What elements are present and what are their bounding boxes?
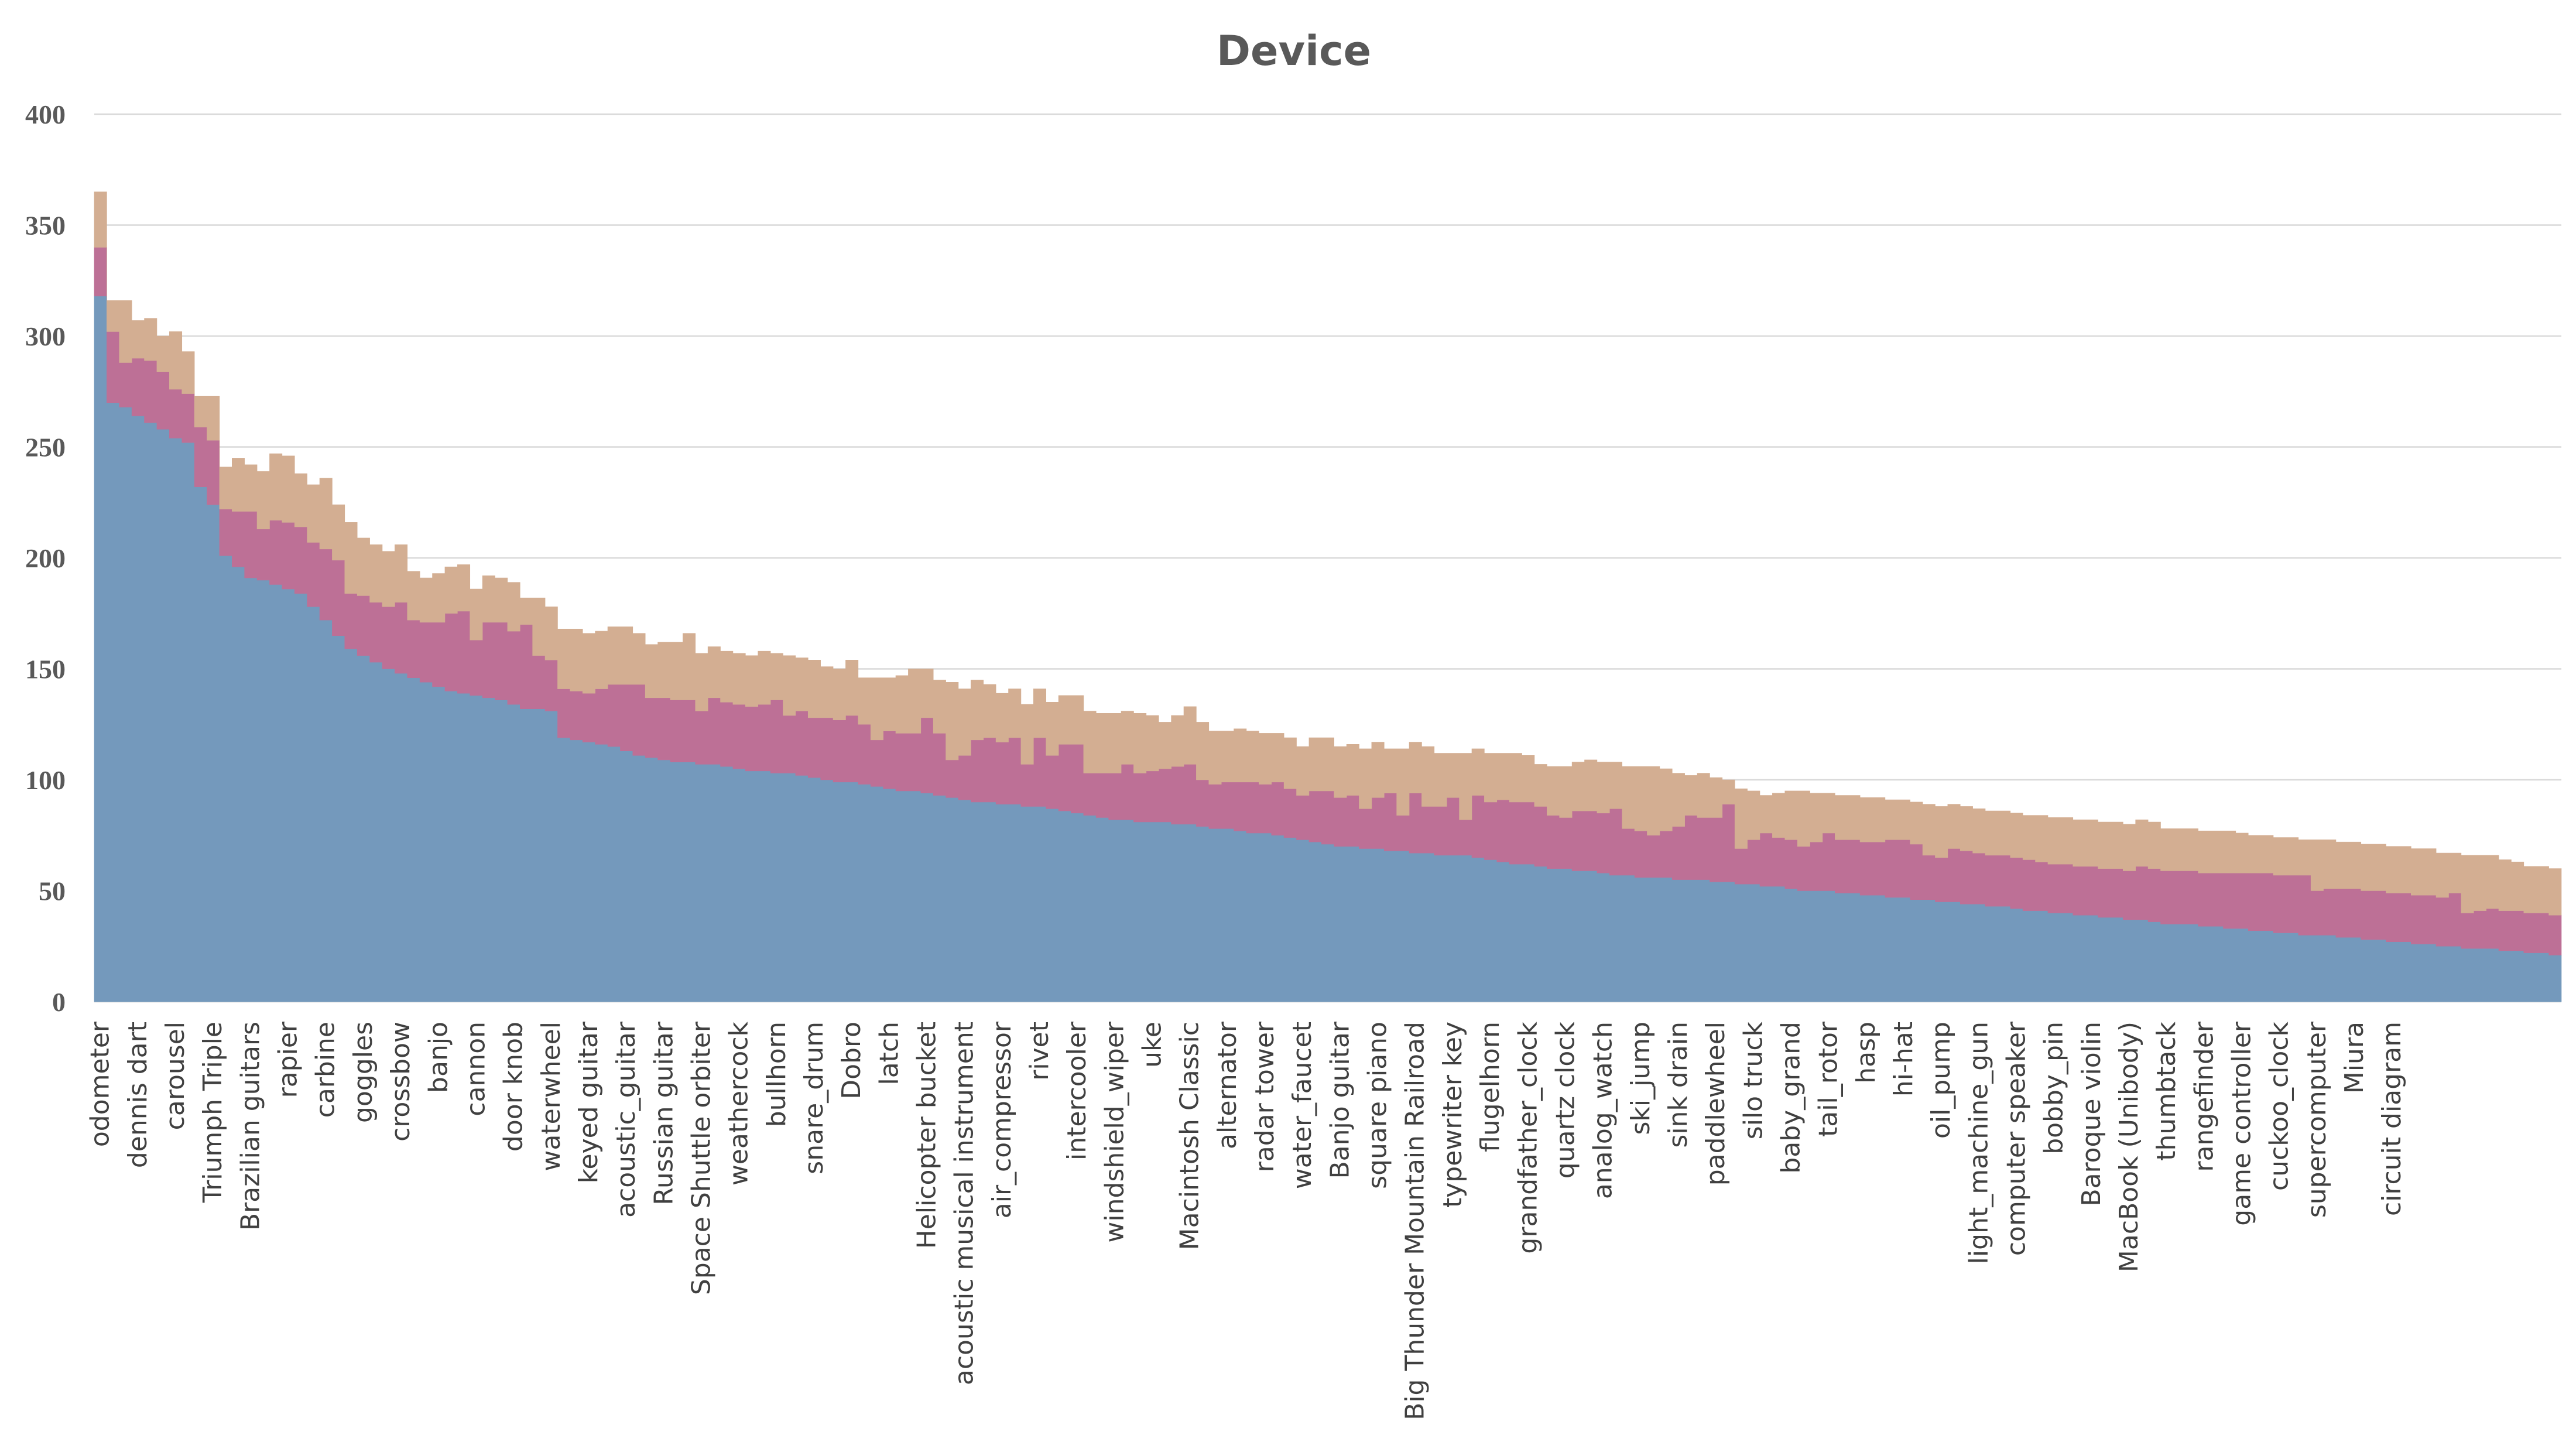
x-tick-label: dennis dart [123, 1022, 153, 1168]
chart-title: Device [1217, 27, 1371, 75]
x-tick-label: radar tower [1250, 1021, 1280, 1172]
x-tick-label: rangefinder [2189, 1021, 2219, 1172]
x-tick-label: Space Shuttle orbiter [686, 1021, 716, 1295]
x-tick-label: tail_rotor [1814, 1021, 1844, 1137]
x-tick-label: Macintosh Classic [1175, 1022, 1205, 1250]
x-tick-label: hasp [1851, 1022, 1881, 1084]
x-tick-label: Baroque violin [2077, 1022, 2106, 1207]
x-tick-label: bullhorn [762, 1022, 792, 1127]
x-axis-ticks: odometer dennis dart carousel Triumph Tripl… [85, 1021, 2407, 1420]
x-tick-label: MacBook (Unibody) [2114, 1022, 2144, 1272]
x-tick-label: computer speaker [2002, 1021, 2032, 1256]
x-tick-label: crossbow [386, 1022, 416, 1142]
x-tick-label: Helicopter bucket [912, 1022, 941, 1249]
y-tick-label: 350 [25, 211, 66, 241]
y-tick-label: 200 [25, 543, 66, 573]
x-tick-label: silo truck [1738, 1021, 1768, 1139]
x-tick-label: cuckoo_clock [2265, 1021, 2294, 1191]
x-tick-label: keyed guitar [574, 1021, 604, 1183]
x-tick-label: banjo [423, 1022, 453, 1093]
x-tick-label: circuit diagram [2377, 1022, 2407, 1216]
x-tick-label: Russian guitar [649, 1021, 679, 1205]
y-axis-ticks: 0 50 100 150 200 250 300 350 400 [25, 100, 66, 1017]
x-tick-label: water_faucet [1287, 1022, 1317, 1189]
area-series-3 [94, 191, 2562, 916]
y-tick-label: 50 [39, 876, 66, 906]
x-tick-label: rapier [273, 1021, 303, 1098]
x-tick-label: game controller [2227, 1021, 2257, 1226]
y-tick-label: 100 [25, 765, 66, 795]
x-tick-label: supercomputer [2302, 1021, 2332, 1218]
x-tick-label: latch [874, 1022, 904, 1085]
x-tick-label: snare_drum [799, 1022, 829, 1174]
x-tick-label: quartz clock [1550, 1021, 1580, 1179]
x-tick-label: door knob [499, 1022, 529, 1152]
x-tick-label: intercooler [1062, 1021, 1092, 1160]
x-tick-label: Brazilian guitars [235, 1022, 265, 1231]
y-tick-label: 400 [25, 100, 66, 129]
x-tick-label: ski_jump [1626, 1022, 1656, 1135]
x-tick-label: odometer [85, 1021, 115, 1147]
x-tick-label: weathercock [724, 1021, 754, 1186]
x-tick-label: light_machine_gun [1964, 1022, 1993, 1264]
x-tick-label: rivet [1025, 1022, 1054, 1081]
x-tick-label: sink drain [1663, 1022, 1693, 1148]
x-tick-label: typewriter key [1438, 1022, 1468, 1208]
x-tick-label: Triumph Triple [198, 1022, 228, 1203]
y-tick-label: 250 [25, 433, 66, 463]
x-tick-label: analog_watch [1588, 1022, 1618, 1199]
x-tick-label: waterwheel [536, 1022, 566, 1171]
x-tick-label: Big Thunder Mountain Railroad [1400, 1022, 1430, 1420]
x-tick-label: acoustic_guitar [611, 1021, 641, 1218]
y-tick-label: 0 [52, 987, 66, 1017]
x-tick-label: windshield_wiper [1099, 1021, 1129, 1242]
x-tick-label: acoustic musical instrument [950, 1022, 979, 1385]
x-tick-label: square piano [1363, 1022, 1393, 1189]
x-tick-label: cannon [461, 1022, 491, 1116]
x-tick-label: Banjo guitar [1325, 1021, 1355, 1179]
x-tick-label: bobby_pin [2039, 1022, 2069, 1155]
x-tick-label: thumbtack [2152, 1021, 2181, 1160]
x-tick-label: carbine [311, 1022, 341, 1118]
y-tick-label: 300 [25, 321, 66, 351]
area-series [94, 191, 2562, 1002]
x-tick-label: baby_grand [1776, 1022, 1806, 1174]
x-tick-label: uke [1138, 1022, 1167, 1068]
x-tick-label: goggles [348, 1022, 378, 1123]
x-tick-label: alternator [1212, 1021, 1242, 1149]
x-tick-label: Dobro [837, 1022, 866, 1099]
x-tick-label: oil_pump [1926, 1022, 1956, 1139]
x-tick-label: carousel [160, 1022, 190, 1130]
x-tick-label: air_compressor [987, 1021, 1017, 1218]
x-tick-label: hi-hat [1889, 1022, 1919, 1097]
x-tick-label: paddlewheel [1701, 1022, 1731, 1186]
x-tick-label: flugelhorn [1475, 1022, 1505, 1152]
x-tick-label: grandfather_clock [1513, 1021, 1543, 1253]
y-tick-label: 150 [25, 655, 66, 684]
x-tick-label: Miura [2339, 1022, 2369, 1094]
